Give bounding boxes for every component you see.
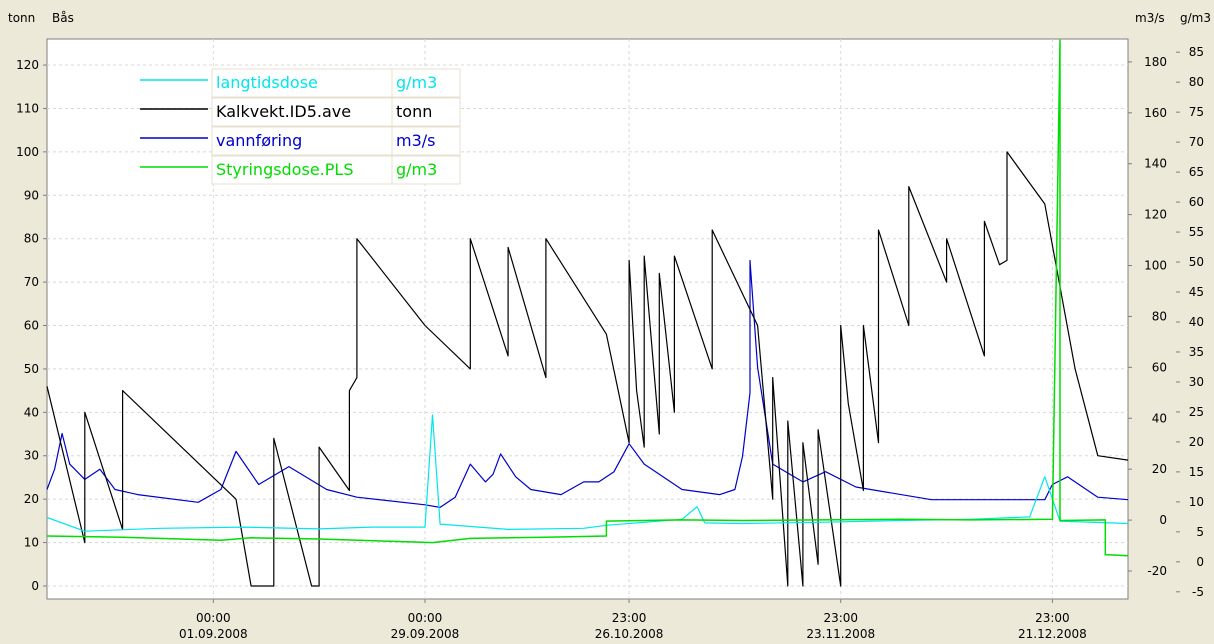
left-axis-ticks: 0 10 20 30 40 50 60 70 80 90 100 110 120	[16, 58, 47, 593]
left-tick-label: 90	[24, 188, 39, 202]
x-tick-time: 00:00	[196, 611, 231, 625]
right1-tick-label: 180	[1144, 55, 1167, 69]
left-tick-label: 50	[24, 362, 39, 376]
right2-tick-label: 75	[1189, 105, 1204, 119]
right2-tick-label: -5	[1192, 585, 1204, 599]
series-line-vannføring	[46, 259, 1129, 508]
left-axis-label: tonn	[8, 11, 35, 25]
legend-series-name: Kalkvekt.ID5.ave	[216, 102, 351, 121]
legend: langtidsdose g/m3 Kalkvekt.ID5.ave tonn vann…	[140, 68, 461, 185]
legend-series-unit: m3/s	[396, 131, 436, 150]
right1-tick-label: 0	[1159, 513, 1167, 527]
legend-unit-cell	[391, 68, 461, 98]
x-tick-date: 01.09.2008	[179, 627, 248, 641]
right2-tick-label: 55	[1189, 225, 1204, 239]
left-tick-label: 20	[24, 492, 39, 506]
left-tick-label: 110	[16, 101, 39, 115]
right-axis-gm3-ticks: -5 0 5 10 15 20 25 30 35 40 45 50 55 60 65 70 75 80 85	[1176, 45, 1204, 599]
series-line-Styringsdose.PLS	[46, 39, 1129, 557]
x-tick-time: 23:00	[1035, 611, 1070, 625]
right-axis-label-gm3: g/m3	[1180, 11, 1211, 25]
plot-area	[46, 38, 1129, 600]
top-label: Bås	[52, 11, 74, 25]
right2-tick-label: 85	[1189, 45, 1204, 59]
right2-tick-label: 35	[1189, 345, 1204, 359]
right2-tick-label: 25	[1189, 405, 1204, 419]
right2-tick-label: 15	[1189, 465, 1204, 479]
right2-tick-label: 20	[1189, 435, 1204, 449]
right1-tick-label: 160	[1144, 106, 1167, 120]
right-axis-label-m3s: m3/s	[1135, 11, 1165, 25]
right1-tick-label: 60	[1152, 360, 1167, 374]
legend-name-cell	[211, 97, 393, 127]
x-tick-date: 21.12.2008	[1018, 627, 1087, 641]
right2-tick-label: 45	[1189, 285, 1204, 299]
right1-tick-label: 100	[1144, 259, 1167, 273]
legend-series-name: Styringsdose.PLS	[216, 160, 353, 179]
left-tick-label: 40	[24, 405, 39, 419]
legend-unit-cell	[391, 126, 461, 156]
legend-name-cell	[211, 68, 393, 98]
legend-series-name: vannføring	[216, 131, 302, 150]
left-tick-label: 30	[24, 449, 39, 463]
x-tick-time: 00:00	[408, 611, 443, 625]
legend-series-unit: g/m3	[396, 73, 437, 92]
right1-tick-label: 40	[1152, 411, 1167, 425]
right1-tick-label: 140	[1144, 157, 1167, 171]
legend-series-unit: tonn	[396, 102, 432, 121]
right2-tick-label: 0	[1196, 555, 1204, 569]
right2-tick-label: 80	[1189, 75, 1204, 89]
x-axis-ticks: 00:00 01.09.2008 00:00 29.09.2008 23:00 26.10…	[179, 599, 1087, 641]
right1-tick-label: -20	[1147, 564, 1167, 578]
legend-unit-cell	[391, 97, 461, 127]
right2-tick-label: 30	[1189, 375, 1204, 389]
left-tick-label: 80	[24, 232, 39, 246]
x-tick-date: 26.10.2008	[595, 627, 664, 641]
right2-tick-label: 65	[1189, 165, 1204, 179]
left-tick-label: 60	[24, 319, 39, 333]
x-tick-time: 23:00	[612, 611, 647, 625]
right2-tick-label: 5	[1196, 525, 1204, 539]
left-tick-label: 10	[24, 536, 39, 550]
right2-tick-label: 10	[1189, 495, 1204, 509]
x-tick-date: 23.11.2008	[806, 627, 875, 641]
legend-series-unit: g/m3	[396, 160, 437, 179]
x-tick-date: 29.09.2008	[391, 627, 460, 641]
right1-tick-label: 80	[1152, 309, 1167, 323]
series-line-Kalkvekt.ID5.ave	[46, 151, 1129, 587]
right2-tick-label: 50	[1189, 255, 1204, 269]
right1-tick-label: 120	[1144, 208, 1167, 222]
left-tick-label: 0	[31, 579, 39, 593]
right2-tick-label: 60	[1189, 195, 1204, 209]
right2-tick-label: 70	[1189, 135, 1204, 149]
series-lines	[46, 39, 1129, 587]
right1-tick-label: 20	[1152, 462, 1167, 476]
x-tick-time: 23:00	[823, 611, 858, 625]
legend-unit-cell	[391, 155, 461, 185]
right-axis-m3s-ticks: -20 0 20 40 60 80 100 120 140 160 180	[1128, 55, 1167, 578]
right2-tick-label: 40	[1189, 315, 1204, 329]
legend-series-name: langtidsdose	[216, 73, 318, 92]
left-tick-label: 100	[16, 145, 39, 159]
left-tick-label: 70	[24, 275, 39, 289]
left-tick-label: 120	[16, 58, 39, 72]
